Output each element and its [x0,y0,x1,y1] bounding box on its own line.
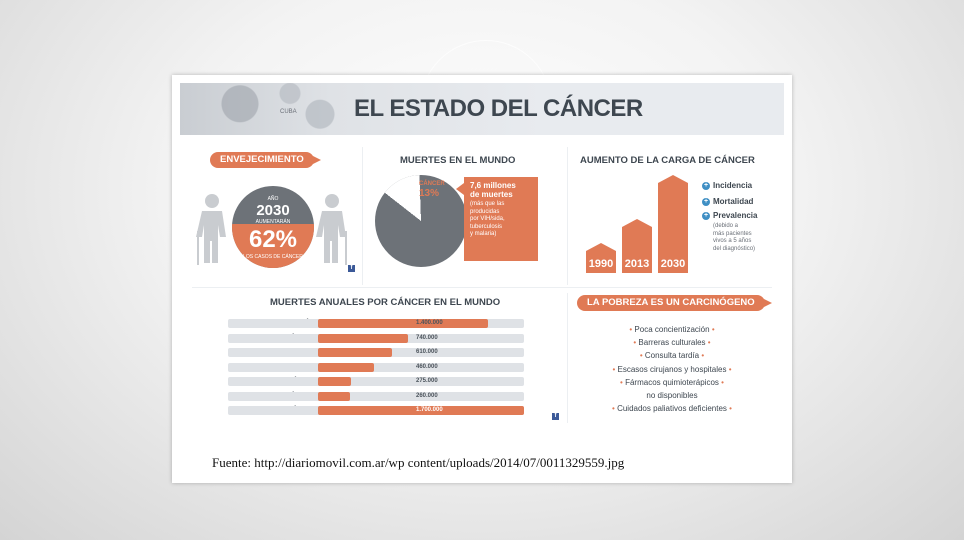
legend-label: Incidencia [713,181,753,190]
bar-value: 275.000 [416,378,438,384]
legend-mortality: + Mortalidad [702,197,753,206]
plus-icon: + [702,197,710,206]
poverty-item: • Cuidados paliativos deficientes • [612,404,732,414]
poverty-item: • Poca concientización • [629,325,715,334]
aging-circle-lower [232,224,314,268]
bar-track [228,391,524,401]
plus-icon: + [702,211,710,220]
legend-label: Mortalidad [713,197,754,206]
facebook-icon[interactable]: f [348,265,355,272]
cases-label: LOS CASOS DE CÁNCER [243,254,303,260]
increase-label: AUMENTARÁN [255,219,291,225]
pie-label-percent: 13% [419,188,440,199]
bar-track [228,362,524,372]
poverty-item: no disponibles [646,391,698,400]
bar-fill [318,348,392,357]
source-caption: Fuente: http://diariomovil.com.ar/wp con… [212,455,625,470]
legend-prevalence: + Prevalencia [702,211,757,220]
burden-heading: AUMENTO DE LA CARGA DE CÁNCER [580,155,755,166]
pie-cancer-slice [375,175,467,267]
burden-bar-2030 [658,175,688,273]
aging-stat-circle: AÑO 2030 AUMENTARÁN 62% LOS CASOS DE CÁN… [232,186,314,268]
bar-fill [318,391,350,401]
section-divider [567,293,568,423]
deaths-world-heading: MUERTES EN EL MUNDO [400,155,516,166]
section-divider [362,147,363,285]
prevalence-note: (debido a más pacientes vivos a 5 años d… [713,223,756,252]
burden-bar-1990 [586,243,616,273]
pie-cancer-label: CÁNCER 13% [419,179,445,199]
burden-year-2030: 2030 [660,258,686,270]
burden-arrows-chart [586,175,688,273]
deaths-pie-chart [375,175,467,267]
poverty-item: • Consulta tardía • [639,351,705,361]
legend-incidence: + Incidencia [702,181,752,190]
section-divider [567,147,568,285]
poverty-item: • Barreras culturales • [633,338,711,348]
world-map-graphic [180,83,380,135]
burden-year-1990: 1990 [588,258,614,270]
bar-fill [318,406,524,415]
year-value: 2030 [256,202,290,219]
plus-icon: + [702,181,710,190]
legend-label: Prevalencia [713,211,758,220]
poverty-item: • Fármacos quimioterápicos • [620,377,724,387]
burden-year-2013: 2013 [624,258,650,270]
bar-fill [318,362,374,372]
map-label: CUBA [280,109,297,115]
bar-value: 460.000 [416,363,438,370]
bar-value: 1.400.000 [416,320,443,326]
elderly-man-icon [316,194,347,265]
poverty-pill: LA POBREZA ES UN CARCINÓGENO [577,295,772,311]
elderly-woman-icon [196,194,226,265]
bar-value: 1.700.000 [416,407,443,413]
bar-fill [318,319,488,328]
bar-fill [318,333,408,343]
deaths-callout: 7,6 millones de muertes (más que las pro… [456,177,538,261]
page-title: EL ESTADO DEL CÁNCER [354,95,643,122]
year-label: AÑO [267,196,279,202]
callout-detail-text: (más que las producidas por VIH/sida, tu… [470,201,505,237]
poverty-item: • Escasos cirujanos y hospitales • [612,364,732,374]
section-divider [192,287,772,288]
bar-value: 260.000 [416,392,438,399]
facebook-icon[interactable]: f [552,413,559,420]
bar-track [228,377,524,386]
percent-value: 62% [248,226,298,253]
header-banner: CUBA EL ESTADO DEL CÁNCER [180,83,784,135]
infographic-card: CUBA EL ESTADO DEL CÁNCER ENVEJECIMIENTO… [172,75,792,483]
burden-bar-2013 [622,219,652,273]
aging-pill: ENVEJECIMIENTO [210,152,321,168]
pie-label-text: CÁNCER [419,181,445,187]
annual-deaths-heading: MUERTES ANUALES POR CÁNCER EN EL MUNDO [270,297,501,308]
callout-main-text: 7,6 millones de muertes [470,181,516,199]
bar-value: 610.000 [416,349,438,355]
bar-value: 740.000 [416,334,438,341]
bar-fill [318,377,351,386]
